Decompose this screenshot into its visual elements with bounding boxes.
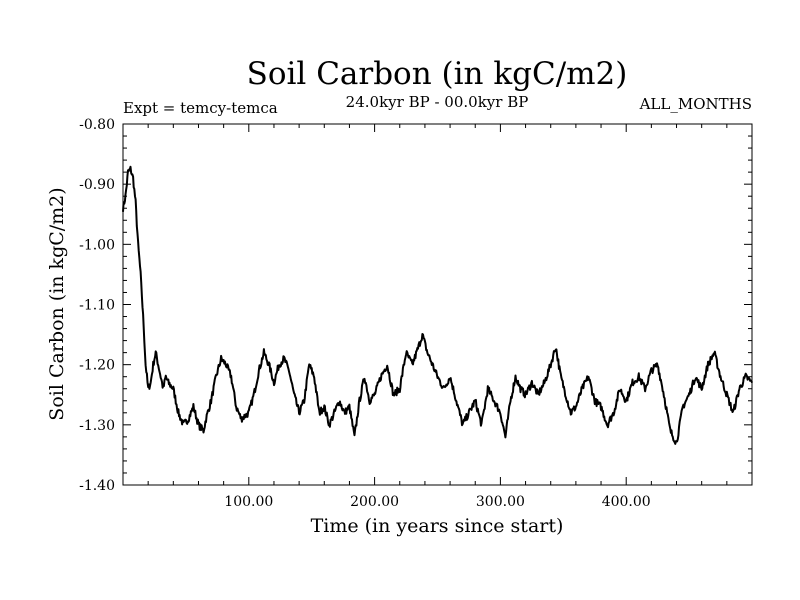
y-tick-label: -1.00: [79, 237, 115, 253]
y-tick-label: -1.20: [79, 358, 115, 374]
y-tick-label: -0.90: [79, 177, 115, 193]
y-tick-label: -1.30: [79, 418, 115, 434]
x-tick-label: 400.00: [602, 494, 651, 510]
months-label: ALL_MONTHS: [639, 95, 752, 113]
y-tick-label: -1.40: [79, 478, 115, 494]
plot-frame: [122, 123, 753, 486]
y-axis-label: Soil Carbon (in kgC/m2): [46, 187, 68, 420]
expt-label: Expt = temcy-temca: [123, 99, 278, 117]
x-axis-label: Time (in years since start): [311, 515, 564, 537]
series-line: [122, 165, 753, 445]
y-tick-label: -0.80: [79, 117, 115, 133]
y-tick-label: -1.10: [79, 298, 115, 314]
chart-title: Soil Carbon (in kgC/m2): [247, 56, 628, 92]
x-tick-label: 300.00: [476, 494, 525, 510]
x-tick-label: 200.00: [350, 494, 399, 510]
tick-labels: 100.00 200.00 300.00 400.00 -0.80 -0.90 -1.00 -…: [79, 117, 651, 510]
x-tick-label: 100.00: [224, 494, 273, 510]
period-label: 24.0kyr BP - 00.0kyr BP: [346, 93, 529, 111]
axis-ticks: [123, 123, 752, 486]
